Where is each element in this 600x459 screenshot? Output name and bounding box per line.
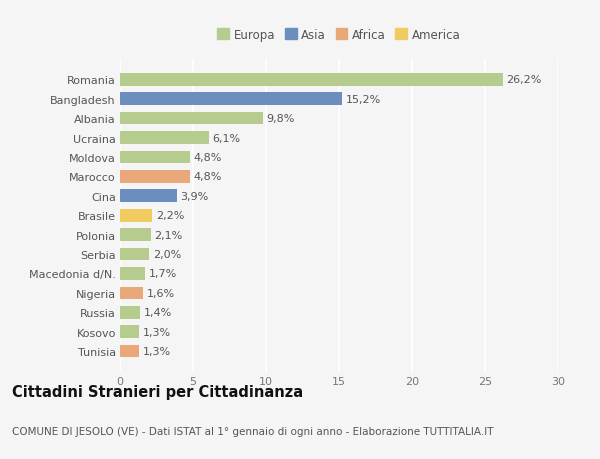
Bar: [120, 209, 152, 222]
Bar: [120, 171, 190, 183]
Bar: [120, 345, 139, 358]
Bar: [120, 74, 503, 86]
Text: 2,0%: 2,0%: [153, 250, 181, 259]
Bar: [120, 268, 145, 280]
Bar: [120, 229, 151, 241]
Text: 1,4%: 1,4%: [144, 308, 172, 318]
Bar: [120, 306, 140, 319]
Bar: [120, 112, 263, 125]
Bar: [120, 132, 209, 145]
Bar: [120, 151, 190, 164]
Bar: [120, 93, 342, 106]
Bar: [120, 190, 177, 203]
Text: 1,3%: 1,3%: [143, 347, 171, 356]
Text: 2,1%: 2,1%: [154, 230, 182, 240]
Text: 15,2%: 15,2%: [346, 95, 381, 105]
Text: 26,2%: 26,2%: [506, 75, 542, 85]
Bar: [120, 248, 149, 261]
Text: 4,8%: 4,8%: [194, 153, 222, 162]
Text: 6,1%: 6,1%: [213, 133, 241, 143]
Text: Cittadini Stranieri per Cittadinanza: Cittadini Stranieri per Cittadinanza: [12, 384, 303, 399]
Text: 1,3%: 1,3%: [143, 327, 171, 337]
Text: 4,8%: 4,8%: [194, 172, 222, 182]
Text: COMUNE DI JESOLO (VE) - Dati ISTAT al 1° gennaio di ogni anno - Elaborazione TUT: COMUNE DI JESOLO (VE) - Dati ISTAT al 1°…: [12, 426, 493, 436]
Text: 1,7%: 1,7%: [148, 269, 177, 279]
Bar: [120, 325, 139, 338]
Text: 2,2%: 2,2%: [156, 211, 184, 221]
Bar: [120, 287, 143, 300]
Text: 1,6%: 1,6%: [147, 288, 175, 298]
Text: 9,8%: 9,8%: [267, 114, 295, 124]
Legend: Europa, Asia, Africa, America: Europa, Asia, Africa, America: [214, 25, 464, 45]
Text: 3,9%: 3,9%: [181, 191, 209, 202]
